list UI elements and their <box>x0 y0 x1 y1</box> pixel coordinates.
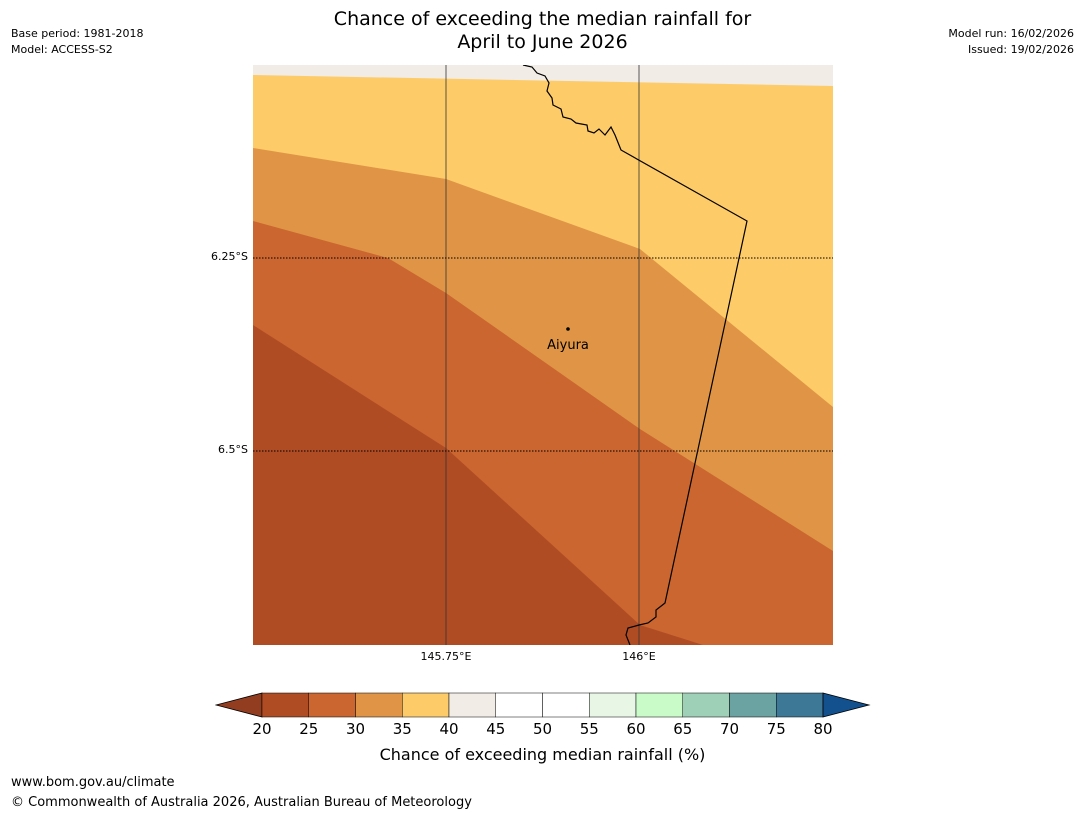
colorbar-cell <box>635 692 683 718</box>
colorbar <box>215 692 871 718</box>
colorbar-tick-label: 60 <box>626 720 646 738</box>
title-line-2: April to June 2026 <box>457 31 628 53</box>
lat-label-6-5: 6.5°S <box>218 443 248 456</box>
colorbar-tick-label: 50 <box>532 720 553 738</box>
title-line-1: Chance of exceeding the median rainfall … <box>333 8 752 30</box>
colorbar-tick-label: 75 <box>766 720 786 738</box>
zone-20-25 <box>253 325 703 645</box>
colorbar-tick-label: 45 <box>486 720 506 738</box>
colorbar-tick-label: 70 <box>719 720 740 738</box>
colorbar-cell <box>261 692 309 718</box>
lat-label-6-25: 6.25°S <box>211 250 248 263</box>
lon-label-145-75: 145.75°E <box>420 650 472 663</box>
colorbar-cell <box>308 692 356 718</box>
metadata-left: Base period: 1981-2018 Model: ACCESS-S2 <box>11 26 143 58</box>
colorbar-under-arrow <box>215 692 263 718</box>
colorbar-over-arrow <box>822 692 871 718</box>
colorbar-cell <box>589 692 637 718</box>
colorbar-tick-label: 35 <box>392 720 412 738</box>
colorbar-cell <box>402 692 450 718</box>
issued-text: Issued: 19/02/2026 <box>967 43 1074 56</box>
colorbar-tick-label: 65 <box>673 720 693 738</box>
colorbar-tick-label: 20 <box>252 720 272 738</box>
chart-title: Chance of exceeding the median rainfall … <box>0 8 1085 54</box>
colorbar-tick-label: 55 <box>579 720 599 738</box>
colorbar-cell <box>776 692 824 718</box>
footer-url: www.bom.gov.au/climate <box>11 775 175 790</box>
place-label-aiyura: Aiyura <box>547 338 589 353</box>
colorbar-cell <box>729 692 777 718</box>
colorbar-tick-label: 40 <box>439 720 459 738</box>
colorbar-label: Chance of exceeding median rainfall (%) <box>379 745 706 764</box>
border-line <box>522 65 748 645</box>
colorbar-cell <box>542 692 590 718</box>
metadata-right: Model run: 16/02/2026 Issued: 19/02/2026 <box>948 26 1074 58</box>
colorbar-cell <box>495 692 543 718</box>
colorbar-tick-label: 80 <box>813 720 833 738</box>
colorbar-cell <box>682 692 730 718</box>
colorbar-tick-label: 25 <box>299 720 319 738</box>
aiyura-marker <box>566 327 570 331</box>
model-text: Model: ACCESS-S2 <box>11 43 113 56</box>
base-period-text: Base period: 1981-2018 <box>11 27 144 40</box>
colorbar-cell <box>355 692 403 718</box>
model-run-text: Model run: 16/02/2026 <box>948 27 1074 40</box>
lon-label-146: 146°E <box>622 650 656 663</box>
colorbar-tick-label: 30 <box>345 720 366 738</box>
colorbar-cell <box>448 692 496 718</box>
footer-copyright: © Commonwealth of Australia 2026, Austra… <box>11 795 472 810</box>
rainfall-map: Aiyura <box>253 65 833 645</box>
